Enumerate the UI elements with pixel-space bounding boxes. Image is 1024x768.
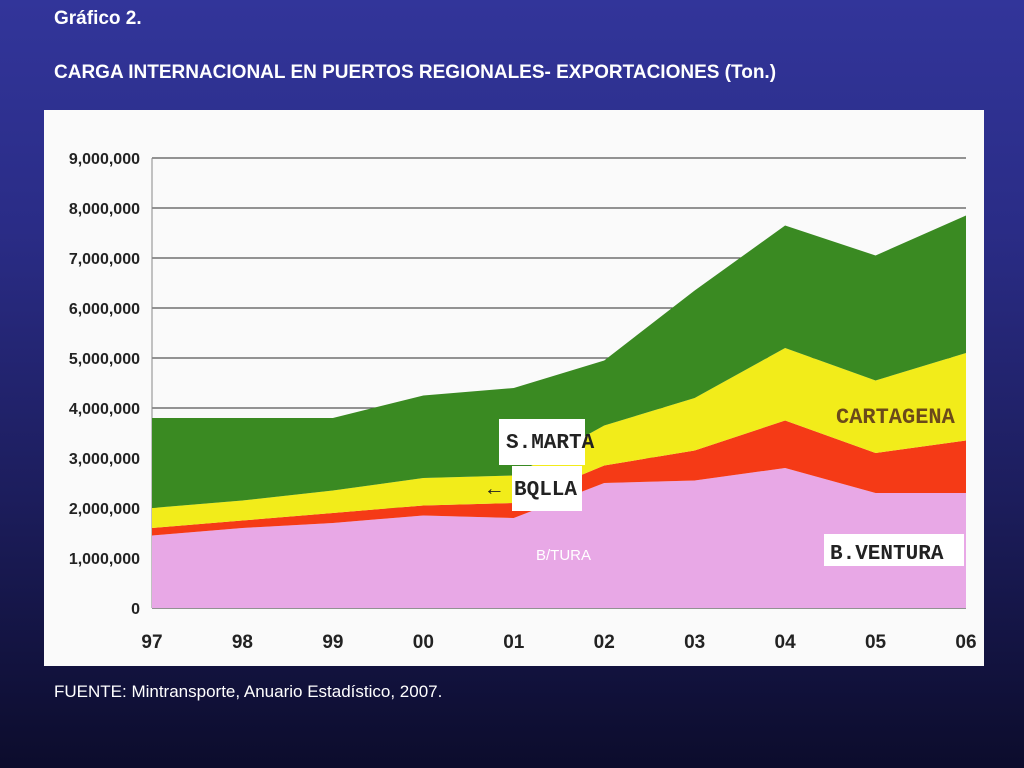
- area-series-bventura: [152, 468, 966, 608]
- x-axis-tick-labels: 97 98 99 00 01 02 03 04 05 06: [141, 632, 976, 653]
- x-tick-label: 02: [594, 632, 615, 653]
- y-tick-label: 6,000,000: [69, 301, 140, 318]
- stacked-area-chart: 0 1,000,000 2,000,000 3,000,000 4,000,000 5,0…: [69, 151, 977, 653]
- y-tick-label: 5,000,000: [69, 351, 140, 368]
- x-tick-label: 04: [775, 632, 797, 653]
- y-tick-label: 8,000,000: [69, 201, 140, 218]
- cartagena-label: CARTAGENA: [836, 405, 956, 430]
- x-tick-label: 03: [684, 632, 705, 653]
- y-tick-label: 9,000,000: [69, 151, 140, 168]
- bventura-label-box: [824, 534, 964, 566]
- chart-panel: 0 1,000,000 2,000,000 3,000,000 4,000,000 5,0…: [44, 110, 984, 666]
- area-series-bqlla: [152, 420, 966, 536]
- smarta-label-box: [499, 419, 585, 465]
- y-tick-label: 1,000,000: [69, 551, 140, 568]
- x-tick-label: 06: [955, 632, 976, 653]
- y-tick-label: 7,000,000: [69, 251, 140, 268]
- y-tick-label: 3,000,000: [69, 451, 140, 468]
- chart-title: CARGA INTERNACIONAL EN PUERTOS REGIONALE…: [54, 62, 777, 83]
- area-series-smarta: [152, 215, 966, 508]
- bventura-label: B.VENTURA: [830, 543, 944, 566]
- area-series-group: [152, 215, 966, 608]
- bventura-small-label: B/TURA: [536, 547, 591, 564]
- x-tick-label: 01: [503, 632, 525, 653]
- bqlla-label: BQLLA: [514, 479, 577, 502]
- smarta-label: S.MARTA: [506, 432, 595, 455]
- slide-label: Gráfico 2.: [54, 8, 142, 29]
- x-tick-label: 00: [413, 632, 434, 653]
- bqlla-arrow: ←: [488, 479, 501, 502]
- y-tick-label: 2,000,000: [69, 501, 140, 518]
- y-tick-label: 0: [131, 601, 140, 618]
- y-axis-tick-labels: 0 1,000,000 2,000,000 3,000,000 4,000,000 5,0…: [69, 151, 140, 618]
- x-tick-label: 99: [322, 632, 343, 653]
- x-tick-label: 97: [141, 632, 162, 653]
- bqlla-label-box: [512, 466, 582, 511]
- x-tick-label: 05: [865, 632, 887, 653]
- area-series-cartagena: [152, 348, 966, 528]
- source-note: FUENTE: Mintransporte, Anuario Estadísti…: [54, 682, 443, 701]
- y-tick-label: 4,000,000: [69, 401, 140, 418]
- x-tick-label: 98: [232, 632, 253, 653]
